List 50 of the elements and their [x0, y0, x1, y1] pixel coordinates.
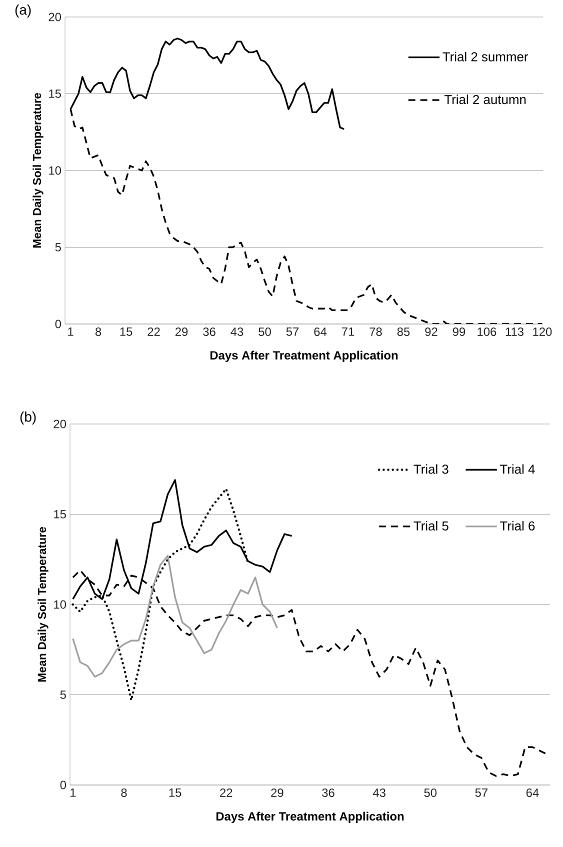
x-tick-label: 1	[70, 788, 76, 797]
y-tick-label: 10	[49, 166, 62, 175]
chart-title: (a)	[15, 4, 31, 18]
y-tick-label: 15	[49, 90, 61, 98]
y-tick-label: 5	[60, 690, 66, 699]
x-tick-label: 64	[314, 328, 327, 336]
x-tick-label: 92	[425, 328, 438, 336]
x-tick-label: 43	[372, 788, 386, 797]
x-tick-label: 71	[342, 328, 354, 336]
y-tick-label: 15	[54, 510, 66, 518]
x-tick-label: 57	[286, 328, 299, 336]
x-tick-label: 113	[506, 328, 524, 336]
x-tick-label: 50	[258, 328, 271, 336]
chart-title: (b)	[20, 412, 36, 425]
x-tick-label: 99	[452, 328, 466, 336]
x-tick-label: 36	[203, 328, 216, 336]
legend-label: Trial 2 summer	[442, 52, 528, 62]
x-tick-label: 29	[175, 328, 188, 336]
x-tick-label: 106	[478, 328, 496, 336]
y-tick-label: 20	[54, 420, 66, 428]
legend-label: Trial 5	[414, 520, 448, 530]
x-tick-label: 22	[148, 328, 160, 336]
x-tick-label: 8	[95, 328, 102, 336]
legend-label: Trial 4	[500, 464, 535, 474]
y-tick-label: 10	[54, 600, 66, 609]
x-tick-label: 78	[370, 328, 382, 336]
x-tick-label: 15	[169, 788, 182, 797]
x-tick-label: 15	[120, 328, 132, 336]
x-tick-label: 85	[397, 328, 410, 336]
y-tick-label: 0	[55, 320, 62, 328]
x-axis-title: Days After Treatment Application	[210, 350, 398, 362]
x-axis-title: Days After Treatment Application	[216, 812, 404, 823]
x-tick-label: 43	[230, 328, 244, 336]
y-axis-title: Mean Daily Soil Temperature	[38, 526, 48, 682]
legend-label: Trial 3	[414, 464, 448, 474]
y-tick-label: 5	[55, 243, 61, 252]
x-tick-label: 8	[121, 788, 127, 797]
legend-label: Trial 2 autumn	[444, 94, 526, 104]
x-tick-label: 36	[322, 788, 334, 797]
legend-label: Trial 6	[500, 520, 535, 530]
y-axis-title: Mean Daily Soil Temperature	[32, 92, 44, 248]
x-tick-label: 29	[271, 788, 284, 797]
x-tick-label: 57	[475, 788, 488, 797]
x-tick-label: 64	[526, 788, 539, 797]
y-tick-label: 20	[48, 12, 62, 22]
x-tick-label: 50	[424, 788, 437, 797]
x-tick-label: 22	[220, 788, 232, 797]
x-tick-label: 1	[68, 328, 74, 336]
y-tick-label: 0	[60, 780, 66, 790]
x-tick-label: 120	[533, 328, 552, 336]
